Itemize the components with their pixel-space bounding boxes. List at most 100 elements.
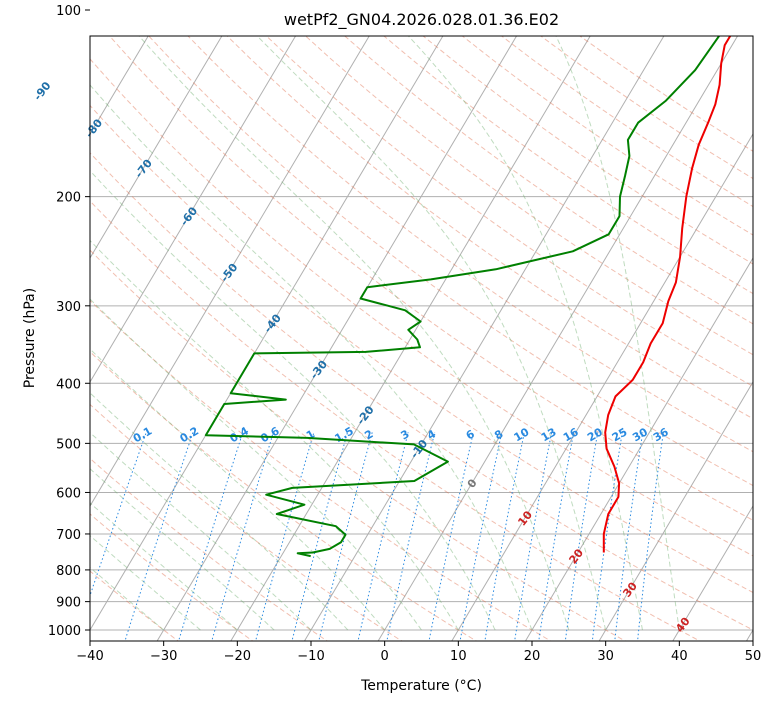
isotherm-line: [303, 36, 665, 641]
isotherm-label: 40: [673, 615, 693, 635]
isotherm-line: [90, 36, 223, 259]
mixing-ratio-label: 25: [610, 425, 630, 444]
mixing-ratio-line: [178, 432, 244, 641]
x-tick-label: 30: [597, 649, 614, 664]
mixing-ratio-line: [514, 432, 553, 641]
y-tick-label: 700: [56, 528, 81, 543]
isotherm-line: [156, 36, 518, 641]
isotherm-line: [230, 36, 591, 641]
y-tick-label: 900: [56, 596, 81, 611]
mixing-ratio-label: 0.1: [131, 424, 154, 445]
isotherm-label: -10: [408, 437, 431, 461]
mixing-ratio-line: [386, 432, 436, 641]
isotherm-label: -90: [31, 79, 54, 103]
moist-adiabat-line: [256, 36, 607, 631]
x-tick-label: 20: [524, 649, 541, 664]
x-axis-label: Temperature (°C): [361, 678, 482, 694]
isotherm-label: -80: [83, 116, 106, 140]
y-tick-label: 400: [56, 377, 81, 392]
dewpoint-profile-line: [204, 36, 721, 558]
y-tick-label: 100: [56, 4, 81, 19]
moist-adiabat-line: [90, 502, 238, 631]
dry-adiabat-line: [461, 36, 753, 236]
dry-adiabat-line: [90, 58, 753, 557]
dry-adiabat-line: [539, 36, 753, 180]
moist-adiabat-line: [555, 36, 680, 631]
mixing-ratio-line: [538, 432, 575, 641]
mixing-ratio-label: 30: [630, 425, 650, 444]
isotherm-label: 10: [515, 508, 535, 528]
mixing-ratio-label: 10: [512, 425, 532, 444]
dry-adiabat-line: [90, 299, 552, 641]
x-tick-label: 0: [381, 649, 389, 664]
y-tick-label: 1000: [48, 624, 81, 639]
dry-adiabat-line: [304, 36, 753, 356]
moist-adiabat-line: [90, 239, 459, 631]
dry-adiabat-line: [422, 36, 753, 265]
mixing-ratio-line: [90, 432, 147, 598]
mixing-ratio-line: [318, 432, 373, 641]
isotherm-label: -100: [0, 44, 1, 74]
mixing-ratio-label: 1: [304, 427, 317, 442]
moist-adiabat-line: [90, 170, 496, 631]
dry-adiabat-line: [90, 200, 701, 641]
isotherm-line: [90, 36, 370, 507]
dry-adiabat-line: [383, 36, 753, 295]
y-tick-label: 600: [56, 486, 81, 501]
mixing-ratio-label: 4: [425, 427, 438, 442]
dry-adiabat-line: [90, 249, 627, 641]
isotherm-line: [90, 36, 444, 631]
isotherm-line: [0, 10, 90, 643]
y-tick-label: 800: [56, 564, 81, 579]
dry-adiabat-line: [90, 403, 403, 641]
mixing-ratio-line: [255, 432, 315, 641]
chart-title: wetPf2_GN04.2026.028.01.36.E02: [283, 10, 560, 29]
mixing-ratio-label: 0.4: [228, 424, 252, 445]
dry-adiabat-line: [90, 351, 478, 641]
isotherm-line: [0, 10, 16, 643]
mixing-ratio-line: [357, 432, 409, 641]
isotherm-label: -40: [261, 311, 284, 335]
isotherm-label: -50: [218, 261, 241, 285]
x-tick-label: −10: [297, 649, 324, 664]
isotherm-line: [745, 629, 753, 641]
dry-adiabat-line: [90, 457, 329, 641]
dry-adiabat-line: [90, 104, 753, 594]
moist-adiabat-line: [138, 36, 570, 631]
isotherm-line: [672, 505, 753, 641]
mixing-ratio-label: 0.6: [258, 424, 282, 445]
dry-adiabat-line: [226, 36, 753, 420]
mixing-ratio-line: [637, 432, 664, 641]
y-tick-label: 300: [56, 300, 81, 315]
isotherm-label: 20: [566, 546, 586, 566]
isotherm-line: [377, 36, 739, 641]
moist-adiabat-line: [90, 534, 201, 631]
isotherm-label: 0: [465, 476, 480, 490]
moist-adiabat-line: [90, 566, 165, 631]
isotherm-line: [524, 257, 753, 641]
mixing-ratio-label: 13: [539, 425, 559, 444]
mixing-ratio-label: 20: [585, 425, 605, 444]
y-tick-label: 200: [56, 191, 81, 206]
dry-adiabat-line: [500, 36, 753, 208]
mixing-ratio-line: [484, 432, 525, 641]
mixing-ratio-line: [591, 432, 623, 641]
x-tick-label: 10: [450, 649, 467, 664]
isotherm-label: 30: [620, 579, 640, 599]
isotherm-label: -70: [132, 156, 155, 180]
x-tick-label: 50: [745, 649, 762, 664]
axes: −40 −30 −20 −10 0 10 20 30 40 5010020030040050060…: [48, 4, 761, 664]
moist-adiabat-line: [90, 84, 533, 631]
moist-adiabat-line: [90, 392, 349, 631]
mixing-ratio-label: 0.2: [178, 424, 201, 445]
moist-adiabat-line: [90, 431, 312, 631]
mixing-ratio-line: [291, 432, 348, 641]
mixing-ratio-line: [564, 432, 599, 641]
y-tick-label: 500: [56, 437, 81, 452]
dry-adiabat-line: [148, 36, 753, 487]
mixing-ratio-label: 2: [362, 427, 375, 442]
dry-adiabat-line: [90, 152, 753, 631]
dry-adiabat-line: [90, 513, 254, 641]
plot-frame: [89, 35, 754, 642]
isotherm-line: [90, 36, 149, 135]
